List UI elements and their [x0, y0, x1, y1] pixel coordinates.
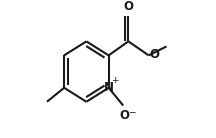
Text: O: O	[123, 0, 133, 13]
Text: O: O	[149, 48, 159, 61]
Text: O: O	[119, 109, 130, 122]
Text: N: N	[104, 81, 114, 94]
Text: +: +	[111, 76, 119, 85]
Text: −: −	[128, 108, 135, 116]
